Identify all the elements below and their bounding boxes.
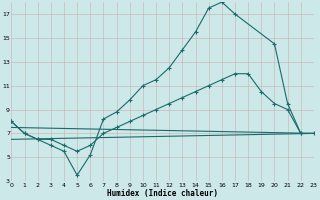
X-axis label: Humidex (Indice chaleur): Humidex (Indice chaleur) [107,189,218,198]
